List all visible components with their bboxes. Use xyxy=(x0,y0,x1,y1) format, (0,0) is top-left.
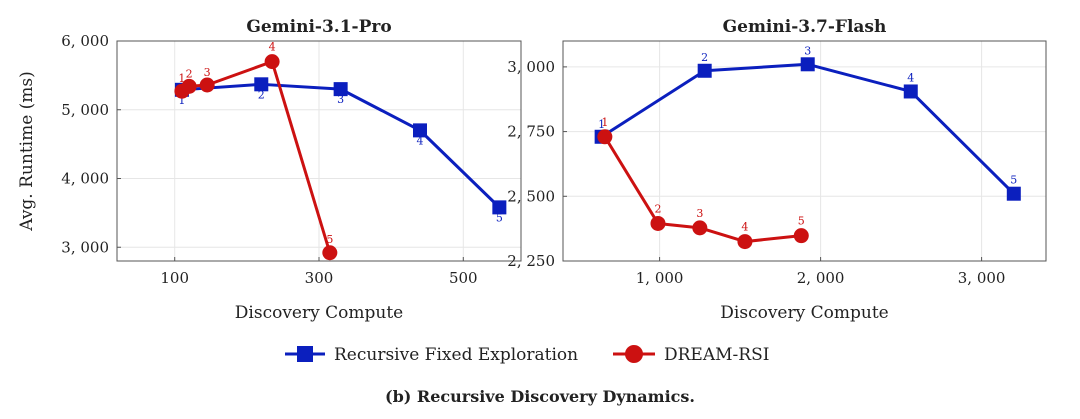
data-label: 1 xyxy=(178,94,185,107)
data-point xyxy=(181,78,197,94)
chart-panel-2: Gemini-3.7-Flash 1, 000 2, 000 3, 000 2, 250… xyxy=(507,17,1047,323)
data-label: 1 xyxy=(598,118,605,131)
data-label: 5 xyxy=(496,211,503,224)
data-label: 3 xyxy=(804,44,811,57)
data-point xyxy=(1006,186,1021,201)
legend-item-recursive: Recursive Fixed Exploration xyxy=(285,345,578,365)
data-label: 3 xyxy=(204,66,211,79)
y-tick-label: 3, 000 xyxy=(507,58,555,76)
chart-panels: Gemini-3.1-Pro 100 300 500 3, 000 4, 000 5, 00… xyxy=(17,17,1047,323)
data-label: 2 xyxy=(654,202,661,215)
data-label: 2 xyxy=(186,67,193,80)
chart-panel-1: Gemini-3.1-Pro 100 300 500 3, 000 4, 000 5, 00… xyxy=(17,17,522,323)
data-point xyxy=(322,245,338,261)
series-line xyxy=(600,62,1015,195)
data-label: 2 xyxy=(701,51,708,64)
y-tick-label: 2, 750 xyxy=(507,123,555,141)
data-point xyxy=(793,228,809,244)
data-label: 3 xyxy=(337,93,344,106)
data-label: 5 xyxy=(798,215,805,228)
x-axis-label: Discovery Compute xyxy=(235,303,403,323)
data-point xyxy=(492,200,507,215)
figure-caption: (b) Recursive Discovery Dynamics. xyxy=(385,387,695,406)
data-label: 5 xyxy=(1010,174,1017,187)
panel-title: Gemini-3.7-Flash xyxy=(723,17,887,37)
x-axis-label: Discovery Compute xyxy=(720,303,888,323)
y-tick-label: 6, 000 xyxy=(61,32,109,50)
data-point xyxy=(692,220,708,236)
x-tick-label: 2, 000 xyxy=(797,269,845,287)
data-label: 1 xyxy=(178,72,185,85)
x-tick-label: 100 xyxy=(160,269,189,287)
data-point xyxy=(650,215,666,231)
x-tick-label: 500 xyxy=(449,269,478,287)
data-label: 3 xyxy=(696,207,703,220)
data-point xyxy=(264,54,280,70)
series-dream-rsi: 1 2 3 4 5 xyxy=(597,116,809,250)
data-point xyxy=(903,84,918,99)
y-tick-label: 3, 000 xyxy=(61,238,109,256)
data-label: 1 xyxy=(601,116,608,129)
data-label: 4 xyxy=(907,71,914,84)
data-point xyxy=(199,77,215,93)
legend: Recursive Fixed Exploration DREAM-RSI xyxy=(285,345,769,365)
y-axis-label: Avg. Runtime (ms) xyxy=(17,71,37,232)
series-recursive-fixed-exploration: 1 2 3 4 5 xyxy=(174,77,507,224)
data-label: 4 xyxy=(741,221,748,234)
gridlines xyxy=(563,41,1046,262)
x-tick-label: 3, 000 xyxy=(958,269,1006,287)
data-point xyxy=(413,123,427,138)
data-point xyxy=(737,234,753,250)
data-point xyxy=(597,129,613,145)
x-tick-label: 300 xyxy=(305,269,334,287)
y-tick-label: 2, 500 xyxy=(507,187,555,205)
y-tick-label: 4, 000 xyxy=(61,170,109,188)
data-point xyxy=(697,63,712,78)
data-label: 4 xyxy=(417,134,424,147)
x-tick-label: 1, 000 xyxy=(636,269,684,287)
y-tick-label: 2, 250 xyxy=(507,252,555,270)
data-label: 5 xyxy=(326,233,333,246)
data-label: 2 xyxy=(258,88,265,101)
legend-label-recursive: Recursive Fixed Exploration xyxy=(334,345,578,365)
data-label: 4 xyxy=(269,41,276,54)
series-recursive-fixed-exploration: 1 2 3 4 5 xyxy=(594,44,1021,201)
plot-frame xyxy=(562,40,1047,262)
data-point xyxy=(333,82,348,97)
panel-title: Gemini-3.1-Pro xyxy=(246,17,391,37)
legend-label-dream-rsi: DREAM-RSI xyxy=(664,345,769,365)
legend-item-dream-rsi: DREAM-RSI xyxy=(613,345,769,365)
data-point xyxy=(800,57,815,72)
y-tick-label: 5, 000 xyxy=(61,101,109,119)
data-point xyxy=(254,77,269,92)
